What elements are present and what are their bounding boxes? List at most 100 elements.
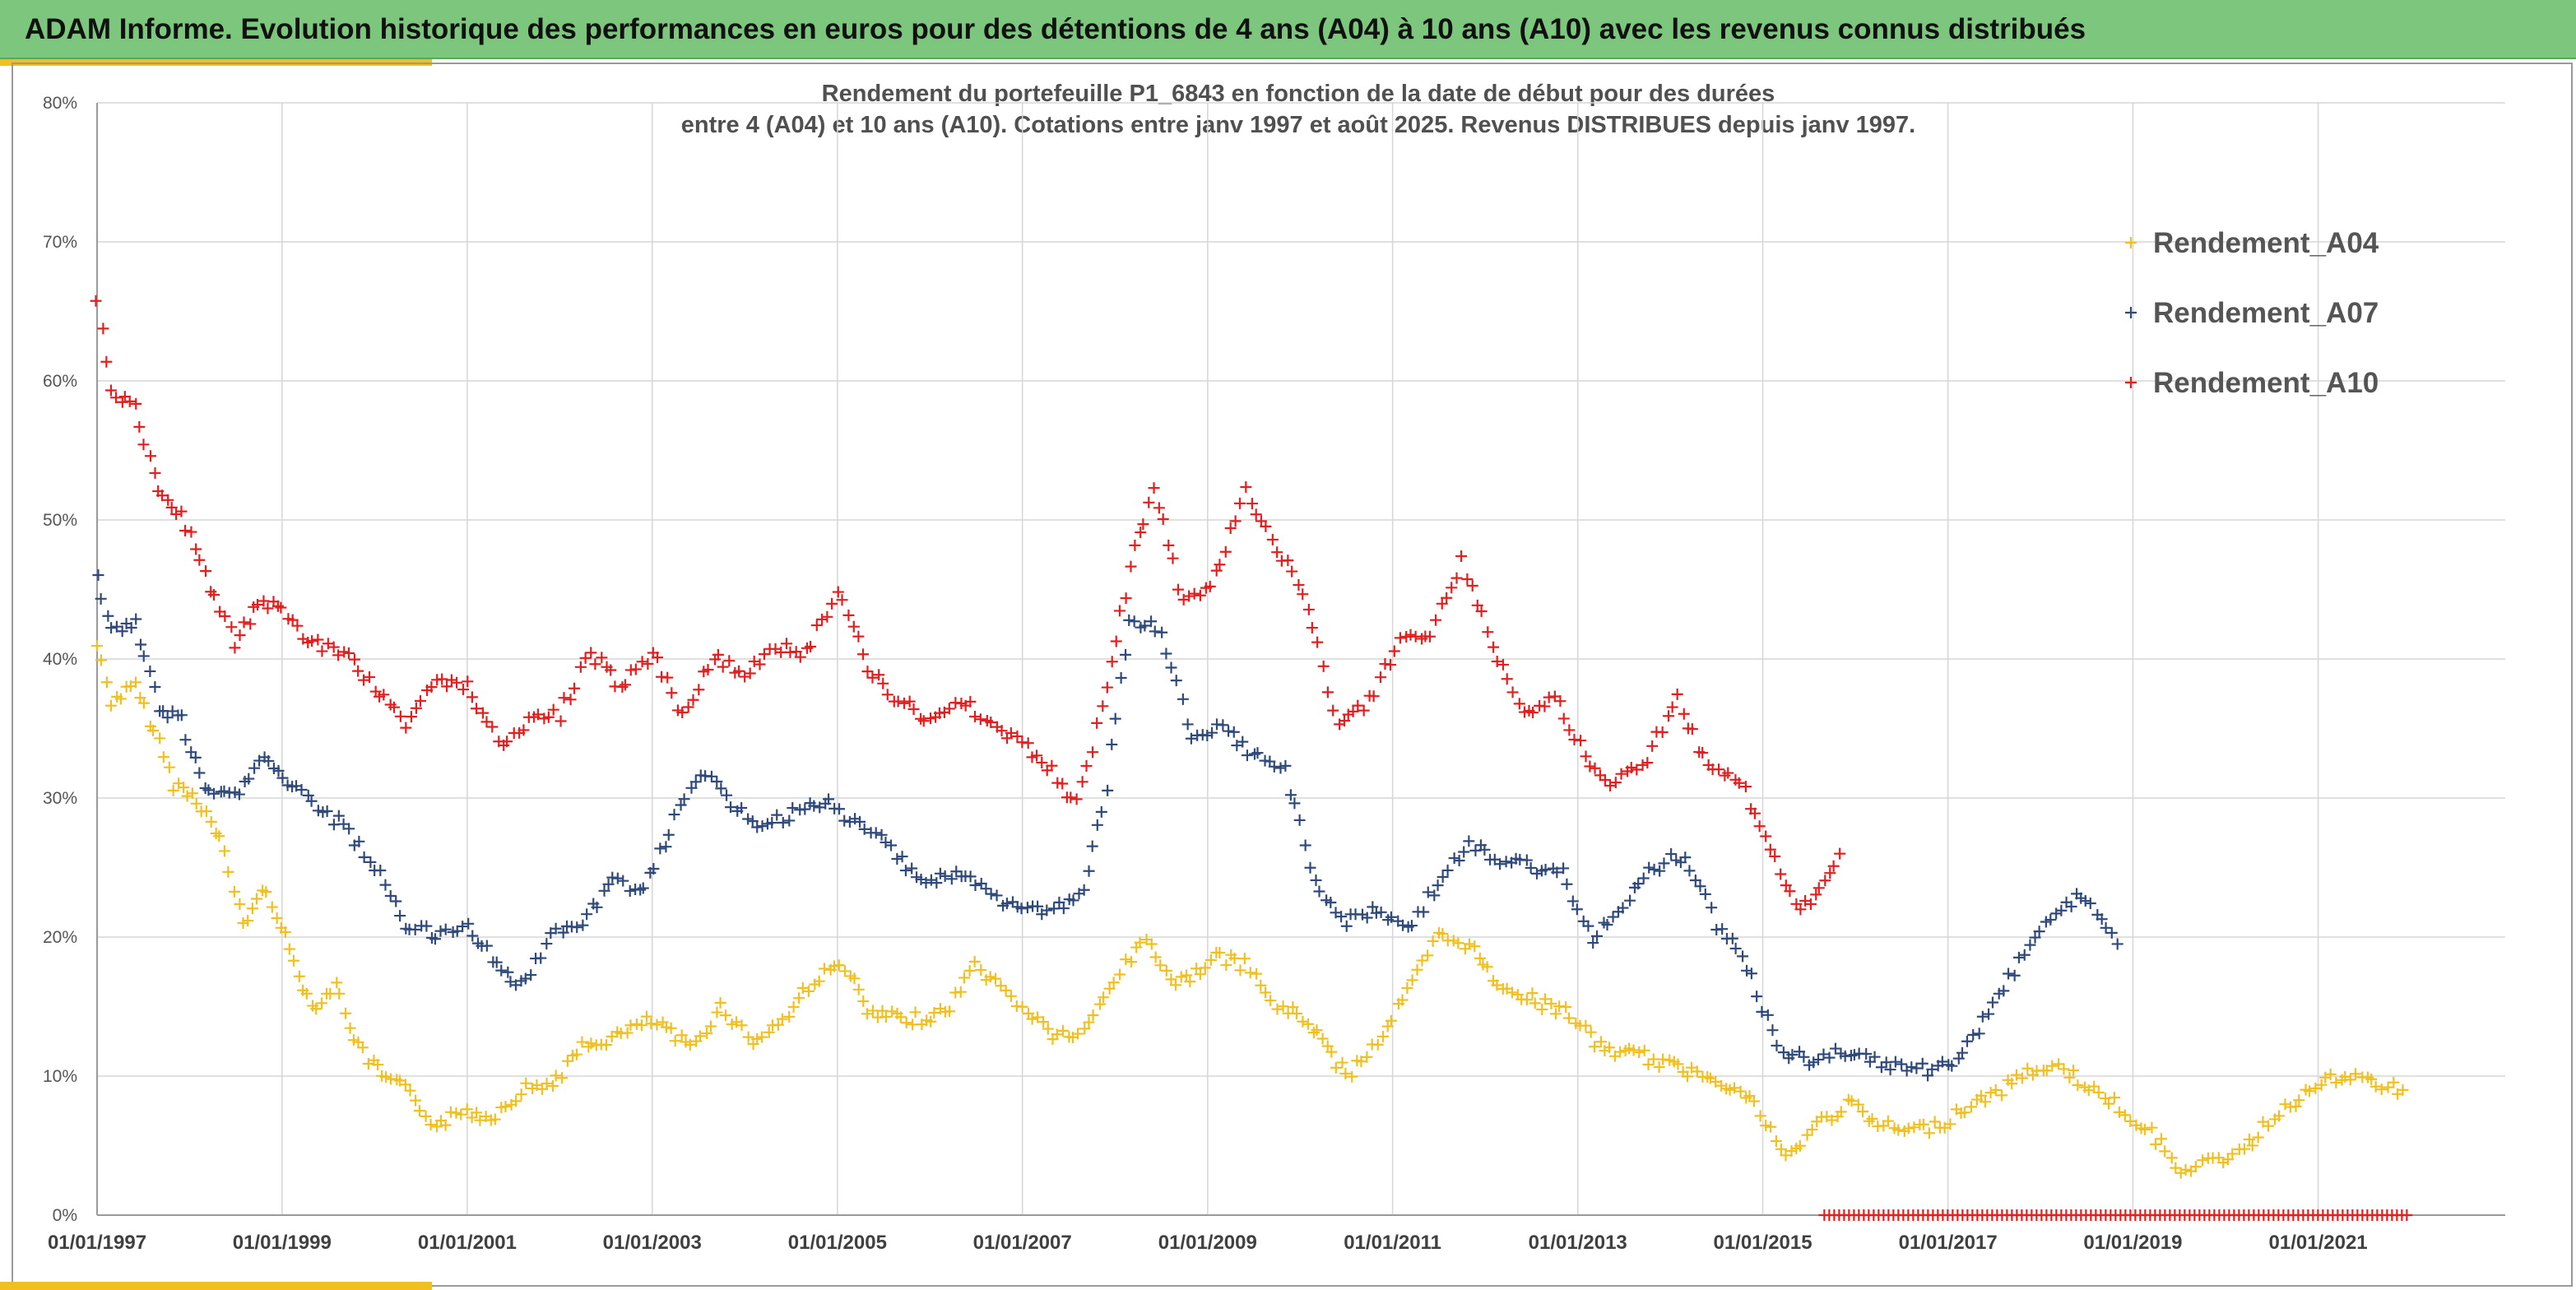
data-point	[213, 830, 225, 842]
data-point	[1037, 1016, 1050, 1028]
data-point	[1120, 648, 1132, 661]
data-point	[90, 295, 102, 307]
data-point	[1979, 1096, 1991, 1108]
data-point	[1617, 902, 1629, 914]
data-point	[1021, 902, 1033, 914]
data-point	[651, 1019, 663, 1031]
data-point	[891, 852, 903, 865]
data-point	[1554, 695, 1566, 708]
data-point	[1125, 560, 1137, 573]
data-point	[885, 839, 897, 851]
grid	[96, 102, 2505, 1216]
data-point	[616, 681, 629, 694]
data-point	[1306, 622, 1318, 634]
data-point	[144, 665, 156, 677]
data-point	[1683, 865, 1696, 877]
data-point	[1539, 993, 1552, 1005]
data-point	[1217, 719, 1229, 731]
data-point	[1241, 749, 1253, 762]
data-point	[629, 663, 642, 675]
data-point	[1902, 1122, 1915, 1135]
data-point	[1637, 872, 1650, 884]
data-point	[1184, 976, 1196, 988]
data-point	[754, 658, 766, 671]
data-point	[642, 657, 654, 670]
data-point	[1665, 848, 1678, 861]
data-point	[1234, 497, 1246, 509]
data-point	[1786, 1048, 1799, 1060]
data-point	[1255, 979, 1267, 991]
data-point	[1956, 1046, 1969, 1059]
data-point	[420, 920, 433, 932]
data-point	[1646, 740, 1659, 752]
data-point	[2146, 1121, 2158, 1134]
data-point	[200, 805, 212, 818]
data-point	[624, 1019, 637, 1032]
data-point	[2330, 1076, 2342, 1088]
data-point	[756, 1031, 768, 1043]
data-point	[1539, 864, 1552, 876]
data-point	[2033, 926, 2045, 938]
data-point	[920, 877, 932, 889]
data-point	[441, 680, 453, 693]
data-point	[787, 802, 799, 814]
data-point	[984, 971, 996, 983]
data-point	[1638, 1044, 1650, 1056]
data-point	[1560, 1000, 1572, 1013]
data-point	[1293, 814, 1306, 826]
data-point	[1587, 937, 1599, 949]
data-point	[1835, 1106, 1847, 1118]
data-point	[331, 977, 343, 989]
data-point	[155, 490, 168, 502]
data-point	[896, 851, 908, 863]
data-point	[675, 1029, 688, 1042]
data-point	[766, 817, 778, 829]
data-point	[925, 1015, 937, 1028]
data-point	[1892, 1124, 1905, 1136]
data-point	[1868, 1051, 1881, 1063]
data-point	[2100, 921, 2112, 934]
data-point	[1339, 1068, 1352, 1080]
data-point	[1288, 797, 1301, 810]
data-point	[451, 676, 463, 689]
data-point	[1984, 1087, 1997, 1099]
data-point	[2045, 913, 2057, 926]
data-point	[833, 803, 846, 815]
data-point	[208, 787, 220, 800]
data-point	[1430, 614, 1442, 626]
data-point	[207, 588, 220, 601]
data-point	[1046, 759, 1058, 772]
y-tick-label: 30%	[43, 789, 77, 808]
data-point	[193, 554, 206, 566]
data-point	[123, 395, 136, 407]
data-point	[358, 851, 370, 863]
data-point	[693, 684, 705, 696]
data-point	[654, 842, 666, 855]
data-point	[394, 910, 406, 922]
data-point	[1826, 1114, 1838, 1126]
data-point	[2008, 969, 2021, 981]
data-point	[1527, 707, 1539, 719]
data-point	[190, 543, 202, 555]
data-point	[1072, 1028, 1084, 1040]
x-axis: 01/01/1997 01/01/1999 01/01/2001 01/01/2003…	[48, 1214, 2505, 1254]
data-point	[420, 1110, 432, 1122]
data-point	[1922, 1070, 1934, 1082]
data-point	[242, 915, 254, 927]
data-point	[1441, 592, 1453, 604]
data-point	[1663, 710, 1675, 722]
data-point	[1506, 686, 1519, 698]
data-point	[715, 782, 727, 795]
data-point	[1794, 1139, 1806, 1152]
data-point	[1671, 688, 1683, 700]
data-point	[1423, 630, 1436, 643]
data-point	[793, 992, 805, 1005]
data-point	[909, 1006, 921, 1019]
data-point	[2105, 926, 2118, 939]
data-point	[925, 712, 937, 725]
data-point	[581, 908, 593, 921]
data-point	[1764, 843, 1776, 856]
data-point	[1780, 1149, 1792, 1162]
y-tick-label: 80%	[43, 94, 77, 113]
data-point	[102, 610, 114, 622]
